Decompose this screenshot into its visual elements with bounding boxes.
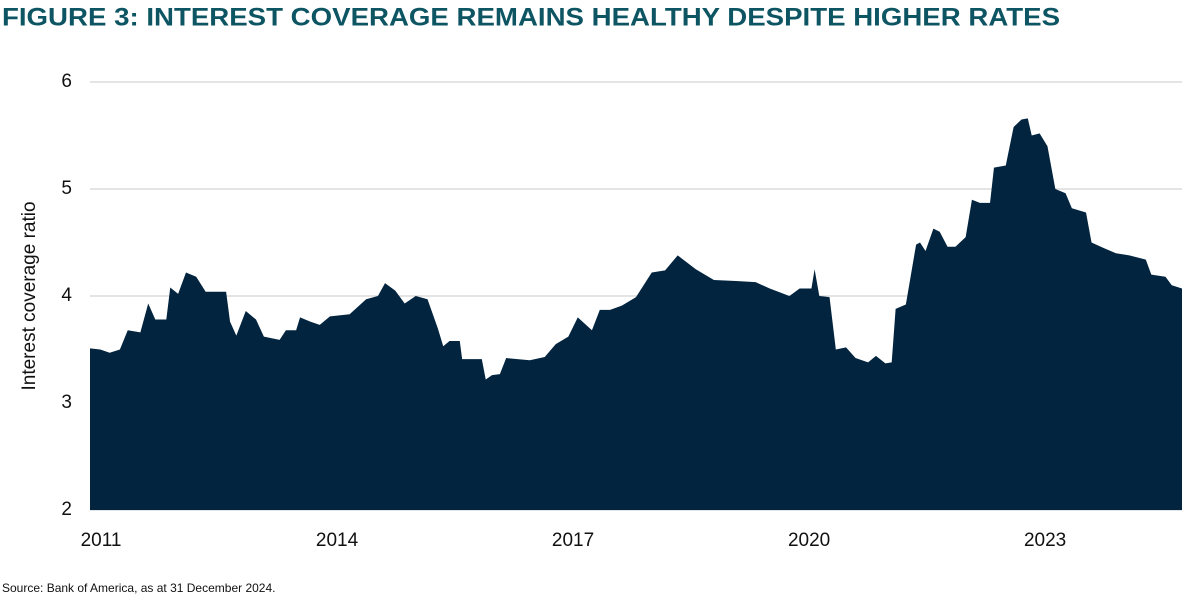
y-tick-label: 2 — [61, 499, 72, 520]
x-tick-label: 2020 — [788, 530, 830, 551]
chart-title: FIGURE 3: INTEREST COVERAGE REMAINS HEAL… — [2, 4, 1060, 32]
y-tick-label: 4 — [61, 285, 72, 306]
x-tick-label: 2011 — [81, 530, 122, 551]
y-tick-label: 5 — [61, 178, 72, 199]
x-tick-label: 2017 — [552, 530, 594, 551]
y-tick-label: 6 — [61, 71, 72, 92]
area — [90, 118, 1182, 510]
y-tick-label: 3 — [61, 392, 72, 413]
x-tick-label: 2014 — [316, 530, 359, 551]
x-tick-label: 2023 — [1024, 530, 1066, 551]
y-axis-label: Interest coverage ratio — [19, 201, 40, 390]
source-note: Source: Bank of America, as at 31 Decemb… — [2, 581, 275, 595]
